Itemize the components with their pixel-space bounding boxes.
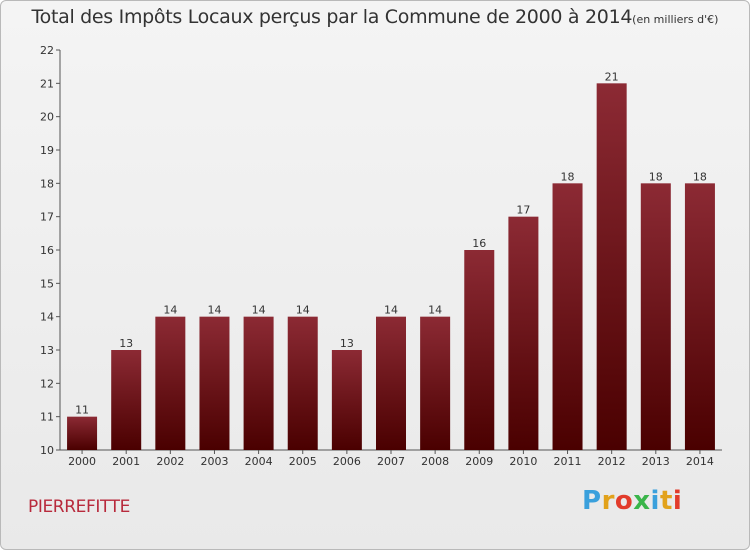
data-label: 16 <box>472 237 486 250</box>
y-tick-label: 15 <box>40 277 54 290</box>
data-label: 14 <box>384 304 398 317</box>
x-tick-label: 2002 <box>156 455 184 468</box>
logo-letter: i <box>650 486 660 516</box>
data-label: 13 <box>340 337 354 350</box>
logo-letter: P <box>582 486 602 516</box>
bar <box>243 316 274 450</box>
bar <box>287 316 318 450</box>
y-tick-label: 17 <box>40 211 54 224</box>
x-tick-label: 2013 <box>642 455 670 468</box>
bar <box>111 350 142 450</box>
logo-letter: x <box>633 486 651 516</box>
logo-letter: o <box>614 486 634 516</box>
logo-letter: t <box>659 486 673 516</box>
bar <box>67 416 98 450</box>
data-label: 14 <box>207 304 221 317</box>
y-tick-label: 14 <box>40 311 54 324</box>
bar <box>420 316 451 450</box>
bar <box>684 183 715 451</box>
axes: 10 11 12 13 14 15 16 17 18 19 20 21 22 <box>40 44 722 457</box>
logo-letter: i <box>672 486 683 516</box>
data-label: 13 <box>119 337 133 350</box>
bar <box>331 350 362 450</box>
y-tick-label: 10 <box>40 444 54 457</box>
data-label: 21 <box>605 70 619 83</box>
bar <box>199 316 230 450</box>
labels: 2000 11 2001 13 2002 14 2003 14 2004 14 2005 14 2006… <box>68 70 714 468</box>
bar <box>508 216 539 450</box>
x-tick-label: 2008 <box>421 455 449 468</box>
x-tick-label: 2005 <box>289 455 317 468</box>
data-label: 17 <box>516 204 530 217</box>
chart-title-block: Total des Impôts Locaux perçus par la Co… <box>0 6 750 28</box>
x-tick-label: 2004 <box>245 455 273 468</box>
y-tick-label: 21 <box>40 77 54 90</box>
chart-title: Total des Impôts Locaux perçus par la Co… <box>31 6 633 28</box>
x-tick-label: 2006 <box>333 455 361 468</box>
x-tick-label: 2009 <box>465 455 493 468</box>
bar <box>596 83 627 450</box>
bar <box>376 316 406 450</box>
data-label: 14 <box>428 304 442 317</box>
data-label: 18 <box>561 170 575 183</box>
y-tick-label: 12 <box>40 377 54 390</box>
commune-name: PIERREFITTE <box>28 497 130 517</box>
data-label: 11 <box>75 404 89 417</box>
y-tick-label: 18 <box>40 177 54 190</box>
proxiti-logo: Proxiti <box>582 486 682 516</box>
x-tick-label: 2011 <box>554 455 582 468</box>
data-label: 18 <box>693 170 707 183</box>
y-tick-label: 22 <box>40 44 54 57</box>
y-tick-label: 13 <box>40 344 54 357</box>
bar <box>552 183 583 451</box>
logo-letter: r <box>601 486 615 516</box>
x-tick-label: 2003 <box>200 455 228 468</box>
x-tick-label: 2012 <box>598 455 626 468</box>
y-tick-label: 20 <box>40 111 54 124</box>
x-tick-label: 2001 <box>112 455 140 468</box>
data-label: 14 <box>163 304 177 317</box>
bar <box>640 183 671 451</box>
x-tick-label: 2007 <box>377 455 405 468</box>
x-tick-label: 2010 <box>509 455 537 468</box>
y-tick-label: 16 <box>40 244 54 257</box>
x-tick-label: 2000 <box>68 455 96 468</box>
data-label: 14 <box>296 304 310 317</box>
x-tick-label: 2014 <box>686 455 714 468</box>
y-tick-label: 19 <box>40 144 54 157</box>
chart-unit-label: (en milliers d'€) <box>632 13 719 26</box>
y-tick-label: 11 <box>40 411 54 424</box>
bar <box>155 316 186 450</box>
data-label: 18 <box>649 170 663 183</box>
bars <box>67 83 715 451</box>
bar <box>464 250 495 450</box>
data-label: 14 <box>252 304 266 317</box>
